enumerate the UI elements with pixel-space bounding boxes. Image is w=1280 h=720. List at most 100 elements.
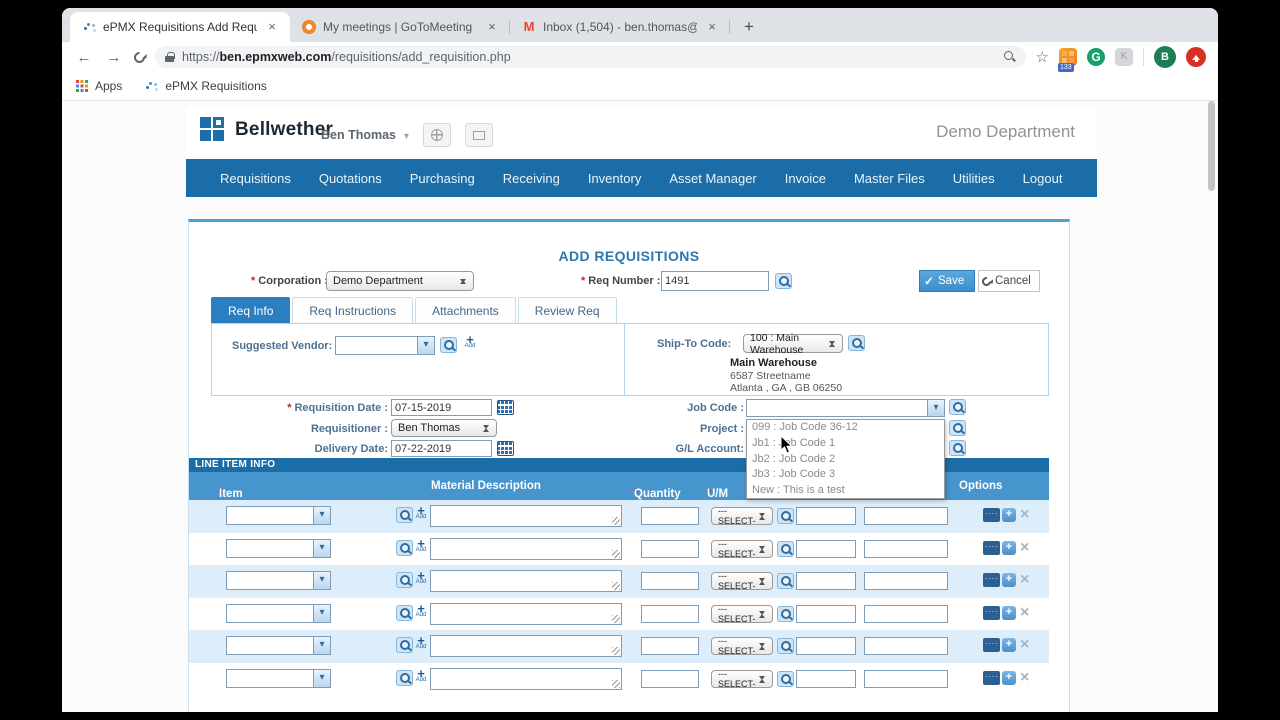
add-row-icon[interactable] (1002, 670, 1016, 685)
notes-icon[interactable] (983, 638, 1000, 652)
item-search-icon[interactable] (396, 539, 413, 556)
project-search-icon[interactable] (949, 420, 966, 436)
page-scrollbar[interactable] (1208, 101, 1215, 191)
bookmark-apps[interactable]: Apps (76, 79, 122, 93)
req-number-input[interactable] (661, 271, 769, 291)
delivery-date-input[interactable] (391, 440, 492, 457)
add-row-icon[interactable] (1002, 508, 1016, 522)
item-search-icon[interactable] (396, 669, 413, 686)
extended-input[interactable] (864, 604, 948, 623)
tab-req-info[interactable]: Req Info (211, 297, 291, 324)
um-search-icon[interactable] (777, 605, 794, 622)
um-search-icon[interactable] (777, 540, 794, 557)
browser-tab-epmx[interactable]: ePMX Requisitions Add Requis (70, 12, 290, 42)
extended-input[interactable] (864, 637, 948, 655)
notes-icon[interactable] (983, 540, 1000, 555)
notes-icon[interactable] (983, 670, 1000, 685)
delete-row-icon[interactable] (1020, 670, 1029, 686)
gl-account-search-icon[interactable] (949, 440, 966, 456)
job-code-option[interactable]: 099 : Job Code 36-12 (752, 421, 858, 433)
item-search-icon[interactable] (396, 507, 413, 523)
item-add-button[interactable]: Add (413, 569, 429, 585)
delete-row-icon[interactable] (1020, 507, 1029, 523)
tab-review-req[interactable]: Review Req (517, 297, 617, 324)
current-user[interactable]: Ben Thomas (321, 128, 397, 142)
reload-button[interactable] (131, 49, 148, 65)
nav-inventory[interactable]: Inventory (587, 170, 642, 186)
browser-tab-gmail[interactable]: Inbox (1,504) - ben.thomas@b (510, 12, 730, 42)
material-description-textarea[interactable] (430, 667, 622, 690)
um-select[interactable]: ---SELECT- (711, 669, 773, 689)
add-row-icon[interactable] (1002, 605, 1016, 620)
delete-row-icon[interactable] (1020, 637, 1029, 653)
price-input[interactable] (796, 637, 856, 655)
um-search-icon[interactable] (777, 638, 794, 654)
grammarly-extension-icon[interactable] (1087, 48, 1105, 66)
browser-tab-gotomeeting[interactable]: My meetings | GoToMeeting (290, 12, 510, 42)
requisition-date-input[interactable] (391, 399, 492, 416)
fullscreen-button[interactable] (465, 123, 494, 147)
delete-row-icon[interactable] (1020, 605, 1029, 621)
corporation-select[interactable]: Demo Department (326, 271, 474, 291)
material-description-textarea[interactable] (430, 570, 622, 592)
quantity-input[interactable] (641, 572, 699, 590)
ship-to-search-icon[interactable] (848, 335, 865, 351)
address-bar[interactable]: https://ben.epmxweb.com/requisitions/add… (155, 46, 1026, 68)
material-description-textarea[interactable] (430, 635, 622, 657)
job-code-search-icon[interactable] (949, 399, 966, 415)
item-add-button[interactable]: Add (413, 537, 429, 553)
extended-input[interactable] (864, 669, 948, 688)
item-search-icon[interactable] (396, 637, 413, 653)
notes-icon[interactable] (983, 573, 1000, 587)
material-description-textarea[interactable] (430, 602, 622, 625)
um-search-icon[interactable] (777, 573, 794, 589)
material-description-textarea[interactable] (430, 537, 622, 560)
new-tab-button[interactable] (736, 14, 762, 40)
extended-input[interactable] (864, 507, 948, 525)
notes-icon[interactable] (983, 605, 1000, 620)
um-search-icon[interactable] (777, 670, 794, 687)
job-code-select[interactable] (746, 399, 945, 417)
um-select[interactable]: ---SELECT- (711, 506, 773, 526)
extension-gray-icon[interactable] (1115, 48, 1133, 66)
price-input[interactable] (796, 507, 856, 525)
item-search-icon[interactable] (396, 572, 413, 588)
nav-receiving[interactable]: Receiving (502, 170, 560, 186)
nav-invoice[interactable]: Invoice (784, 170, 826, 186)
item-code-select[interactable] (226, 506, 331, 525)
forward-button[interactable] (104, 49, 124, 66)
delivery-date-calendar-icon[interactable] (497, 441, 514, 456)
item-code-select[interactable] (226, 603, 331, 623)
item-add-button[interactable]: Add (413, 667, 429, 683)
bookmark-epmx[interactable]: ePMX Requisitions (144, 79, 267, 93)
item-code-select[interactable] (226, 538, 331, 558)
add-row-icon[interactable] (1002, 573, 1016, 587)
quantity-input[interactable] (641, 507, 699, 525)
nav-requisitions[interactable]: Requisitions (220, 170, 291, 186)
item-search-icon[interactable] (396, 604, 413, 621)
zoom-icon[interactable] (1003, 51, 1016, 63)
um-select[interactable]: ---SELECT- (711, 571, 773, 591)
bookmark-star-icon[interactable] (1036, 48, 1049, 66)
quantity-input[interactable] (641, 539, 699, 558)
job-code-option[interactable]: Jb3 : Job Code 3 (752, 468, 836, 481)
um-search-icon[interactable] (777, 508, 794, 524)
extended-input[interactable] (864, 572, 948, 590)
um-select[interactable]: ---SELECT- (711, 636, 773, 656)
tab-req-instructions[interactable]: Req Instructions (292, 297, 414, 324)
item-code-select[interactable] (226, 571, 331, 590)
add-row-icon[interactable] (1002, 638, 1016, 652)
job-code-option[interactable]: Jb1 : Job Code 1 (752, 436, 836, 449)
job-code-option[interactable]: Jb2 : Job Code 2 (752, 452, 836, 465)
delete-row-icon[interactable] (1020, 540, 1029, 556)
nav-purchasing[interactable]: Purchasing (409, 170, 475, 186)
nav-master-files[interactable]: Master Files (853, 170, 925, 186)
chevron-down-icon[interactable] (404, 126, 409, 144)
add-row-icon[interactable] (1002, 540, 1016, 555)
item-add-button[interactable]: Add (413, 602, 429, 618)
price-input[interactable] (796, 604, 856, 623)
item-code-select[interactable] (226, 636, 331, 655)
item-add-button[interactable]: Add (413, 634, 429, 650)
tab-attachments[interactable]: Attachments (415, 297, 516, 324)
nav-utilities[interactable]: Utilities (952, 170, 995, 186)
